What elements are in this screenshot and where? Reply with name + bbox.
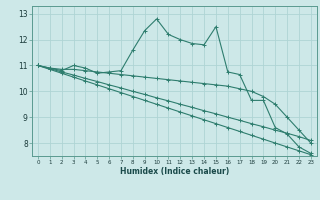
X-axis label: Humidex (Indice chaleur): Humidex (Indice chaleur) xyxy=(120,167,229,176)
